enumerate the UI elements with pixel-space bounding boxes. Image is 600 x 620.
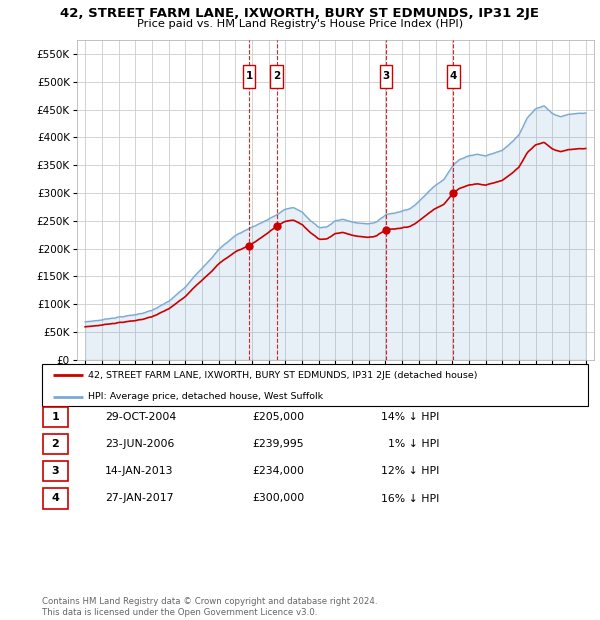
Text: 14% ↓ HPI: 14% ↓ HPI bbox=[381, 412, 439, 422]
FancyBboxPatch shape bbox=[380, 64, 392, 88]
Text: HPI: Average price, detached house, West Suffolk: HPI: Average price, detached house, West… bbox=[88, 392, 323, 401]
Text: 2: 2 bbox=[273, 71, 280, 81]
FancyBboxPatch shape bbox=[271, 64, 283, 88]
Text: 14-JAN-2013: 14-JAN-2013 bbox=[105, 466, 173, 476]
Text: 4: 4 bbox=[52, 494, 59, 503]
Text: Contains HM Land Registry data © Crown copyright and database right 2024.
This d: Contains HM Land Registry data © Crown c… bbox=[42, 598, 377, 617]
Text: 29-OCT-2004: 29-OCT-2004 bbox=[105, 412, 176, 422]
Text: 27-JAN-2017: 27-JAN-2017 bbox=[105, 494, 173, 503]
Text: 2: 2 bbox=[52, 439, 59, 449]
FancyBboxPatch shape bbox=[243, 64, 256, 88]
Text: 1: 1 bbox=[52, 412, 59, 422]
Text: 1: 1 bbox=[245, 71, 253, 81]
Text: 1% ↓ HPI: 1% ↓ HPI bbox=[381, 439, 439, 449]
Text: £234,000: £234,000 bbox=[252, 466, 304, 476]
Text: 42, STREET FARM LANE, IXWORTH, BURY ST EDMUNDS, IP31 2JE: 42, STREET FARM LANE, IXWORTH, BURY ST E… bbox=[61, 7, 539, 20]
FancyBboxPatch shape bbox=[447, 64, 460, 88]
Text: 4: 4 bbox=[449, 71, 457, 81]
Text: 12% ↓ HPI: 12% ↓ HPI bbox=[381, 466, 439, 476]
Text: £300,000: £300,000 bbox=[252, 494, 304, 503]
Text: £239,995: £239,995 bbox=[252, 439, 304, 449]
Text: 3: 3 bbox=[382, 71, 390, 81]
Text: 3: 3 bbox=[52, 466, 59, 476]
Text: Price paid vs. HM Land Registry's House Price Index (HPI): Price paid vs. HM Land Registry's House … bbox=[137, 19, 463, 29]
Text: 23-JUN-2006: 23-JUN-2006 bbox=[105, 439, 175, 449]
Text: 16% ↓ HPI: 16% ↓ HPI bbox=[381, 494, 439, 503]
Text: 42, STREET FARM LANE, IXWORTH, BURY ST EDMUNDS, IP31 2JE (detached house): 42, STREET FARM LANE, IXWORTH, BURY ST E… bbox=[88, 371, 478, 380]
Text: £205,000: £205,000 bbox=[252, 412, 304, 422]
